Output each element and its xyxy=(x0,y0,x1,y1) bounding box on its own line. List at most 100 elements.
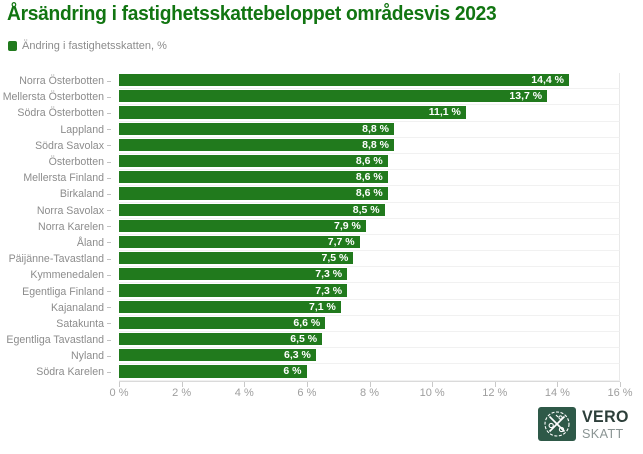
bar-track: 7,1 % xyxy=(119,299,620,316)
category-label: Åland xyxy=(76,236,104,249)
category-label: Kymmenedalen xyxy=(30,269,104,282)
bar[interactable]: 8,5 % xyxy=(119,203,385,216)
category-label: Nyland xyxy=(71,350,104,363)
bar-track: 8,8 % xyxy=(119,121,620,138)
bar[interactable]: 6,3 % xyxy=(119,349,316,362)
category-tick xyxy=(107,129,111,131)
logo-skatt-label: SKATT xyxy=(582,426,624,441)
bar[interactable]: 7,7 % xyxy=(119,235,360,249)
bar-row: Nyland 6,3 % xyxy=(0,348,643,365)
x-axis-label: 8 % xyxy=(360,387,379,399)
bar-value-label: 6,6 % xyxy=(293,316,321,329)
bar-value-label: 8,6 % xyxy=(355,155,383,168)
x-axis-tick xyxy=(620,382,621,387)
bar-row: Egentliga Finland 7,3 % xyxy=(0,283,643,300)
bar-track: 6,5 % xyxy=(119,332,620,349)
bar[interactable]: 6 % xyxy=(119,365,307,378)
x-axis: 0 % 2 % 4 % 6 % 8 % 10 % 12 % 14 % 16 % xyxy=(110,381,633,402)
bar-value-label: 8,8 % xyxy=(362,138,389,151)
bar-track: 6 % xyxy=(119,364,620,381)
category-tick xyxy=(107,96,111,98)
vero-emblem-icon xyxy=(544,411,570,437)
category-label: Norra Savolax xyxy=(36,204,104,217)
bar-row: Södra Österbotten 11,1 % xyxy=(0,105,643,122)
category-tick xyxy=(107,80,111,82)
bar-row: Norra Karelen 7,9 % xyxy=(0,218,643,235)
logo-vero-label: VERO xyxy=(582,407,630,426)
x-axis-tick xyxy=(181,382,183,387)
bar-track: 11,1 % xyxy=(119,105,620,122)
bar-value-label: 8,5 % xyxy=(352,203,380,216)
bar[interactable]: 13,7 % xyxy=(119,90,548,103)
bar-track: 8,6 % xyxy=(119,186,620,203)
bar[interactable]: 8,6 % xyxy=(119,171,388,184)
bar-track: 14,4 % xyxy=(119,73,620,90)
bar-value-label: 7,7 % xyxy=(327,235,355,248)
category-tick xyxy=(107,291,111,293)
bar-value-label: 8,8 % xyxy=(362,122,389,135)
bar-value-label: 11,1 % xyxy=(428,106,461,119)
x-axis-tick xyxy=(369,382,371,387)
x-axis-tick xyxy=(119,382,120,387)
category-tick xyxy=(107,210,111,212)
bar[interactable]: 6,6 % xyxy=(119,316,326,329)
bar-row: Mellersta Österbotten 13,7 % xyxy=(0,89,643,106)
bar-row: Kajanaland 7,1 % xyxy=(0,299,643,316)
category-tick xyxy=(107,274,111,276)
category-label: Päijänne-Tavastland xyxy=(8,253,104,266)
category-tick xyxy=(107,177,111,179)
bar[interactable]: 7,1 % xyxy=(119,300,341,313)
category-tick xyxy=(107,339,111,341)
bar[interactable]: 8,8 % xyxy=(119,138,394,151)
bar-rows: Norra Österbotten 14,4 % Mellersta Österbo… xyxy=(0,73,643,381)
bar-value-label: 7,3 % xyxy=(315,268,343,281)
bar-value-label: 14,4 % xyxy=(531,74,564,87)
category-tick xyxy=(107,371,111,373)
legend-label: Ändring i fastighetsskatten, % xyxy=(22,40,167,52)
bar[interactable]: 8,6 % xyxy=(119,187,388,200)
bar-row: Päijänne-Tavastland 7,5 % xyxy=(0,251,643,268)
logo-text: VERO SKATT xyxy=(582,408,632,440)
category-label: Norra Österbotten xyxy=(19,75,104,88)
vero-skatt-logo: VERO SKATT xyxy=(538,407,632,441)
x-axis-label: 10 % xyxy=(419,387,445,399)
category-label: Österbotten xyxy=(48,156,104,169)
logo-box xyxy=(538,407,577,441)
legend[interactable]: Ändring i fastighetsskatten, % xyxy=(8,40,167,52)
category-label: Satakunta xyxy=(56,317,104,330)
category-tick xyxy=(107,307,111,309)
x-axis-tick xyxy=(244,382,246,387)
category-label: Kajanaland xyxy=(50,301,104,314)
category-label: Södra Karelen xyxy=(36,366,104,379)
bar-value-label: 7,1 % xyxy=(309,300,336,313)
bar[interactable]: 8,8 % xyxy=(119,122,394,135)
bar-track: 8,5 % xyxy=(119,202,620,219)
category-tick xyxy=(107,112,111,114)
bar-value-label: 8,6 % xyxy=(355,171,383,184)
bar-row: Mellersta Finland 8,6 % xyxy=(0,170,643,187)
bar-value-label: 8,6 % xyxy=(355,187,383,200)
category-label: Södra Österbotten xyxy=(17,107,104,120)
bar[interactable]: 7,3 % xyxy=(119,268,348,281)
bar-track: 7,7 % xyxy=(119,234,620,252)
bar[interactable]: 7,3 % xyxy=(119,284,348,297)
bar-track: 8,8 % xyxy=(119,137,620,154)
category-tick xyxy=(107,323,111,325)
category-label: Egentliga Tavastland xyxy=(6,334,104,347)
chart-title: Årsändring i fastighetsskattebeloppet om… xyxy=(7,3,497,25)
bar-track: 7,5 % xyxy=(119,251,620,268)
bar[interactable]: 7,5 % xyxy=(119,252,354,265)
bar[interactable]: 11,1 % xyxy=(119,106,466,119)
bar-value-label: 6,3 % xyxy=(284,349,311,362)
bar[interactable]: 14,4 % xyxy=(119,74,569,87)
bar[interactable]: 6,5 % xyxy=(119,333,323,346)
bar[interactable]: 8,6 % xyxy=(119,154,388,168)
bar-value-label: 7,9 % xyxy=(334,219,361,232)
category-tick xyxy=(107,145,111,147)
bar-value-label: 7,5 % xyxy=(321,252,349,265)
bar-row: Satakunta 6,6 % xyxy=(0,315,643,332)
category-label: Egentliga Finland xyxy=(22,285,104,298)
bar[interactable]: 7,9 % xyxy=(119,219,366,232)
bar-track: 7,9 % xyxy=(119,218,620,235)
